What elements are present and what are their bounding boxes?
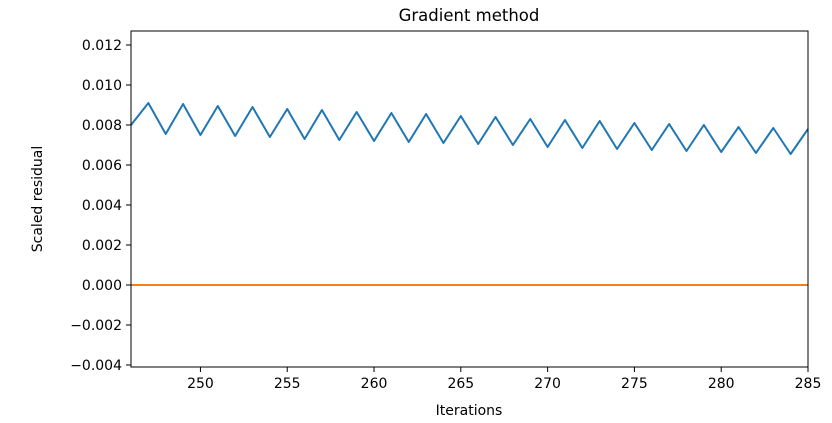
- x-tick-label: 275: [621, 376, 648, 392]
- x-tick-label: 250: [187, 376, 214, 392]
- y-axis: −0.004 −0.002 0.000 0.002 0.004 0.006 0.008 0.0…: [70, 38, 131, 374]
- series-layer: [130, 102, 809, 286]
- x-tick-label: 265: [447, 376, 474, 392]
- y-tick-label: −0.004: [70, 358, 122, 374]
- series-line-0: [130, 102, 809, 155]
- x-tick-label: 260: [361, 376, 388, 392]
- y-tick-label: 0.004: [82, 198, 122, 214]
- y-tick-label: 0.012: [82, 38, 122, 54]
- x-tick-label: 280: [708, 376, 735, 392]
- chart-title: Gradient method: [399, 6, 540, 25]
- y-tick-label: 0.010: [82, 78, 122, 94]
- y-axis-label: Scaled residual: [30, 146, 46, 252]
- y-tick-label: 0.006: [82, 158, 122, 174]
- x-axis-label: Iterations: [436, 403, 503, 419]
- x-axis: 250 255 260 265 270 275 280 285: [187, 367, 821, 392]
- x-tick-label: 285: [795, 376, 822, 392]
- x-tick-label: 270: [534, 376, 561, 392]
- y-tick-label: 0.002: [82, 238, 122, 254]
- y-tick-label: 0.000: [82, 278, 122, 294]
- x-tick-label: 255: [274, 376, 301, 392]
- y-tick-label: −0.002: [70, 318, 122, 334]
- plot-frame: [130, 30, 809, 368]
- y-tick-label: 0.008: [82, 118, 122, 134]
